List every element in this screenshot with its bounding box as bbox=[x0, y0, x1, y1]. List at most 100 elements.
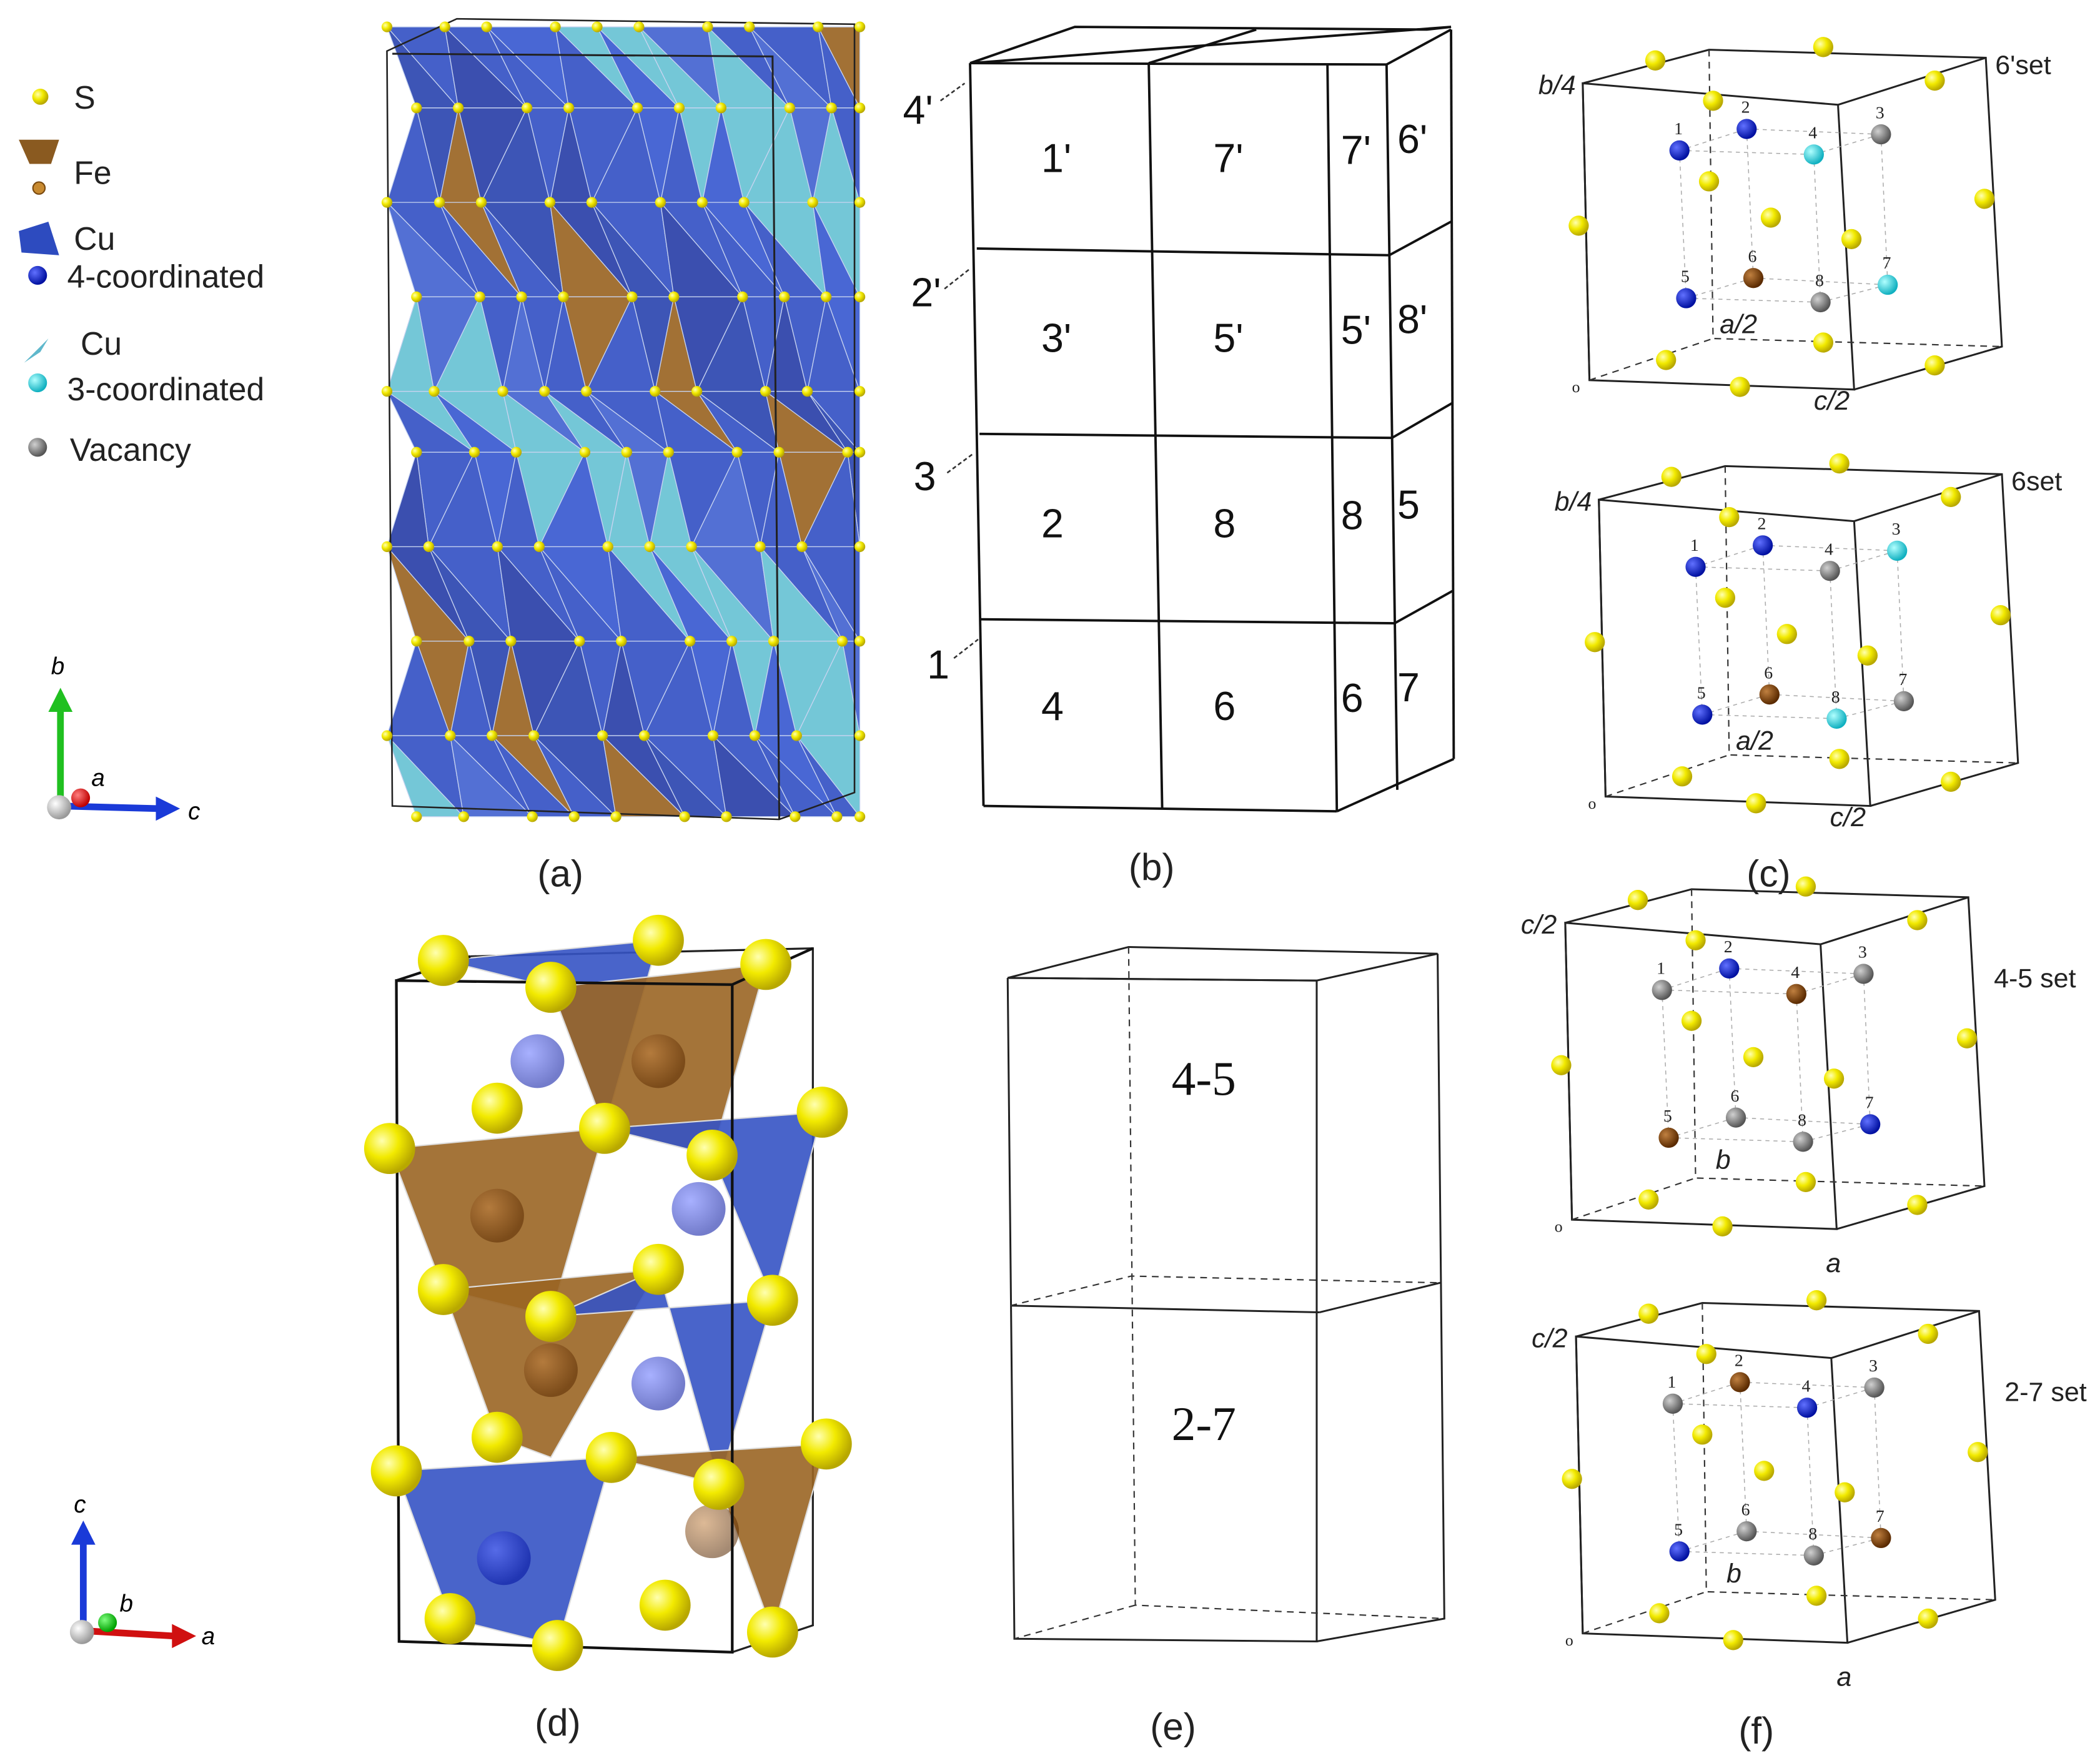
site-atom-cu4 bbox=[1676, 288, 1696, 308]
set-name: 6set bbox=[2011, 466, 2062, 496]
sulfur-atom bbox=[638, 730, 650, 741]
sulfur-atom bbox=[522, 102, 533, 114]
sulfur-atom bbox=[1829, 453, 1850, 474]
site-number: 8 bbox=[1815, 271, 1824, 290]
sulfur-atom bbox=[1918, 1323, 1938, 1344]
sulfur-sphere-icon bbox=[32, 88, 49, 105]
sulfur-atom bbox=[854, 811, 866, 822]
legend-label-vacancy: Vacancy bbox=[70, 432, 191, 468]
site-atom-cu4 bbox=[1719, 958, 1740, 979]
site-set-cube: 1 2 3 4 5 6 7 8 c/2 b a o 4-5 set bbox=[1521, 876, 2076, 1278]
sulfur-atom bbox=[1715, 588, 1736, 608]
axis-label-c: c bbox=[74, 1491, 86, 1518]
metal-atom bbox=[671, 1181, 726, 1236]
site-number: 8 bbox=[1831, 688, 1840, 707]
sulfur-atom bbox=[1760, 207, 1781, 228]
caption-f: (f) bbox=[1738, 1709, 1774, 1752]
sulfur-atom bbox=[497, 386, 508, 397]
sulfur-atom bbox=[731, 446, 743, 458]
sulfur-atom bbox=[1585, 632, 1605, 653]
cell-label: 1' bbox=[1041, 136, 1071, 180]
site-atom-vacancy bbox=[1864, 1377, 1885, 1398]
site-set-cubes: 1 2 3 4 5 6 7 8 b/4 a/2 c/2 o 6'set 1 2 3 4 5 6 7 8 b/4 a/2 c/2… bbox=[1521, 37, 2087, 1692]
cell-label: 5' bbox=[1341, 308, 1371, 353]
cell-label: 5 bbox=[1397, 482, 1420, 527]
site-number: 8 bbox=[1798, 1111, 1806, 1130]
sulfur-atom bbox=[411, 446, 422, 458]
site-atom-fe bbox=[1658, 1127, 1679, 1148]
sulfur-atom bbox=[411, 811, 422, 822]
site-set-cube: 1 2 3 4 5 6 7 8 b/4 a/2 c/2 o 6'set bbox=[1538, 37, 2051, 416]
sulfur-atom bbox=[831, 811, 843, 822]
sulfur-atom bbox=[381, 21, 393, 32]
sulfur-atom bbox=[424, 1593, 476, 1644]
caption-a: (a) bbox=[537, 852, 583, 895]
sulfur-atom bbox=[854, 446, 866, 458]
sulfur-atom bbox=[796, 541, 808, 553]
site-atom-cu4 bbox=[1796, 1398, 1818, 1418]
legend-label-s: S bbox=[74, 79, 95, 116]
sulfur-atom bbox=[768, 636, 780, 647]
sulfur-atom bbox=[813, 21, 824, 32]
sulfur-atom bbox=[533, 541, 545, 553]
axis-label-c: c bbox=[188, 798, 200, 825]
sulfur-atom bbox=[826, 102, 837, 114]
sulfur-atom bbox=[1638, 1303, 1659, 1324]
sulfur-atom bbox=[633, 914, 684, 966]
sulfur-atom bbox=[807, 197, 818, 208]
sulfur-atom bbox=[800, 1418, 852, 1470]
origin-label: o bbox=[1565, 1631, 1573, 1649]
sulfur-atom bbox=[525, 962, 577, 1013]
cell-label: 6 bbox=[1213, 684, 1236, 729]
sulfur-atom bbox=[581, 386, 592, 397]
set-name: 4-5 set bbox=[1994, 964, 2076, 994]
sulfur-atom bbox=[644, 541, 655, 553]
cell-label: 6 bbox=[1341, 676, 1364, 721]
sulfur-atom bbox=[417, 1264, 469, 1315]
sulfur-atom bbox=[737, 291, 748, 302]
sulfur-atom bbox=[453, 102, 464, 114]
site-atom-vacancy bbox=[1736, 1521, 1757, 1542]
sulfur-atom bbox=[505, 636, 517, 647]
vacancy-sphere-icon bbox=[28, 438, 47, 457]
site-atom-fe bbox=[1786, 984, 1807, 1004]
site-number: 6 bbox=[1741, 1500, 1750, 1519]
sulfur-atom bbox=[821, 291, 832, 302]
sulfur-atom bbox=[854, 102, 866, 114]
sulfur-atom bbox=[527, 811, 538, 822]
sulfur-atom bbox=[1924, 355, 1945, 376]
axis-label-depth: b bbox=[1716, 1145, 1731, 1175]
sulfur-atom bbox=[686, 541, 697, 553]
axis-label-vertical: b/4 bbox=[1555, 486, 1592, 516]
site-number: 2 bbox=[1735, 1351, 1743, 1371]
caption-d: (d) bbox=[535, 1701, 581, 1744]
sulfur-atom bbox=[744, 21, 755, 32]
sulfur-atom bbox=[487, 730, 498, 741]
sulfur-atom bbox=[492, 541, 503, 553]
site-number: 4 bbox=[1791, 963, 1800, 982]
fe-sphere-icon bbox=[32, 181, 46, 195]
layer-label: 3 bbox=[914, 454, 936, 499]
caption-e: (e) bbox=[1150, 1705, 1196, 1748]
sulfur-atom bbox=[854, 291, 866, 302]
site-number: 3 bbox=[1876, 103, 1885, 122]
panel-b-layer-diagram: 4' 2' 3 1 1' 7' 7' 6'3' 5' 5' 8'2 8 8 54 6 6 7 bbox=[903, 26, 1455, 813]
sulfur-atom bbox=[1743, 1047, 1764, 1067]
site-number: 6 bbox=[1764, 663, 1773, 683]
site-atom-cu3 bbox=[1878, 274, 1898, 295]
caption-b: (b) bbox=[1129, 846, 1175, 888]
unit-cell-outline bbox=[386, 17, 856, 821]
site-number: 7 bbox=[1898, 670, 1907, 689]
layer-label: 4' bbox=[903, 87, 933, 132]
cell-label: 8 bbox=[1341, 493, 1364, 538]
cell-label: 5' bbox=[1213, 316, 1243, 361]
sulfur-atom bbox=[445, 730, 456, 741]
sulfur-atom bbox=[791, 730, 802, 741]
axis-label-b: b bbox=[119, 1591, 133, 1617]
origin-label: o bbox=[1588, 794, 1596, 812]
cell-label: 7' bbox=[1213, 136, 1243, 180]
sulfur-atom bbox=[854, 197, 866, 208]
site-atom-cu3 bbox=[1826, 708, 1847, 729]
sulfur-atom bbox=[1656, 350, 1677, 370]
sulfur-atom bbox=[468, 446, 480, 458]
